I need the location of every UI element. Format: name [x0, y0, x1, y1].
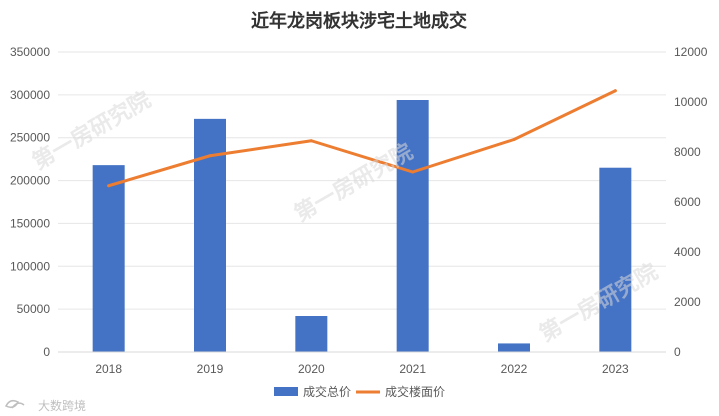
line-point — [411, 170, 415, 174]
x-tick-label: 2022 — [501, 362, 528, 376]
line-point — [309, 139, 313, 143]
bar — [92, 165, 125, 352]
left-tick-label: 0 — [43, 345, 50, 359]
line-series — [107, 89, 617, 188]
left-tick-label: 300000 — [10, 88, 50, 102]
line-point — [107, 184, 111, 188]
legend-swatch-bar — [274, 387, 298, 396]
left-tick-label: 100000 — [10, 259, 50, 273]
bar — [396, 100, 429, 352]
bar — [295, 316, 328, 352]
chart-title: 近年龙岗板块涉宅土地成交 — [251, 10, 467, 31]
x-tick-label: 2023 — [602, 362, 629, 376]
right-tick-label: 6000 — [674, 195, 701, 209]
legend-label-bar: 成交总价 — [303, 384, 351, 399]
line-point — [613, 89, 617, 93]
right-tick-label: 12000 — [674, 45, 708, 59]
legend-label-line: 成交楼面价 — [385, 384, 445, 399]
left-axis-ticks: 0 50000 100000 150000 200000 250000 300000 3500… — [10, 45, 50, 359]
legend: 成交总价 成交楼面价 — [274, 384, 445, 399]
right-tick-label: 2000 — [674, 295, 701, 309]
line-point — [512, 138, 516, 141]
right-axis-ticks: 0 2000 4000 6000 8000 10000 12000 — [674, 45, 708, 359]
left-tick-label: 50000 — [17, 302, 51, 316]
right-tick-label: 10000 — [674, 95, 708, 109]
right-tick-label: 4000 — [674, 245, 701, 259]
right-tick-label: 0 — [674, 345, 681, 359]
brand-text: 大数跨境 — [38, 398, 86, 413]
left-tick-label: 350000 — [10, 45, 50, 59]
bar-series — [92, 100, 632, 352]
bar — [498, 343, 530, 352]
left-tick-label: 250000 — [10, 131, 50, 145]
brand-mark: 大数跨境 — [4, 398, 86, 413]
x-tick-label: 2018 — [95, 362, 122, 376]
series-line — [107, 89, 617, 188]
line-point — [208, 154, 212, 158]
x-tick-label: 2020 — [298, 362, 325, 376]
right-tick-label: 8000 — [674, 145, 701, 159]
left-tick-label: 150000 — [10, 216, 50, 230]
gridlines — [58, 51, 666, 310]
bar — [599, 167, 632, 352]
x-tick-label: 2019 — [197, 362, 224, 376]
brand-logo-icon — [4, 399, 25, 409]
watermark-text: 第一房研究院 — [535, 259, 662, 347]
left-tick-label: 200000 — [10, 174, 50, 188]
x-axis-ticks: 2018 2019 2020 2021 2022 2023 — [95, 362, 629, 376]
x-tick-label: 2021 — [399, 362, 426, 376]
